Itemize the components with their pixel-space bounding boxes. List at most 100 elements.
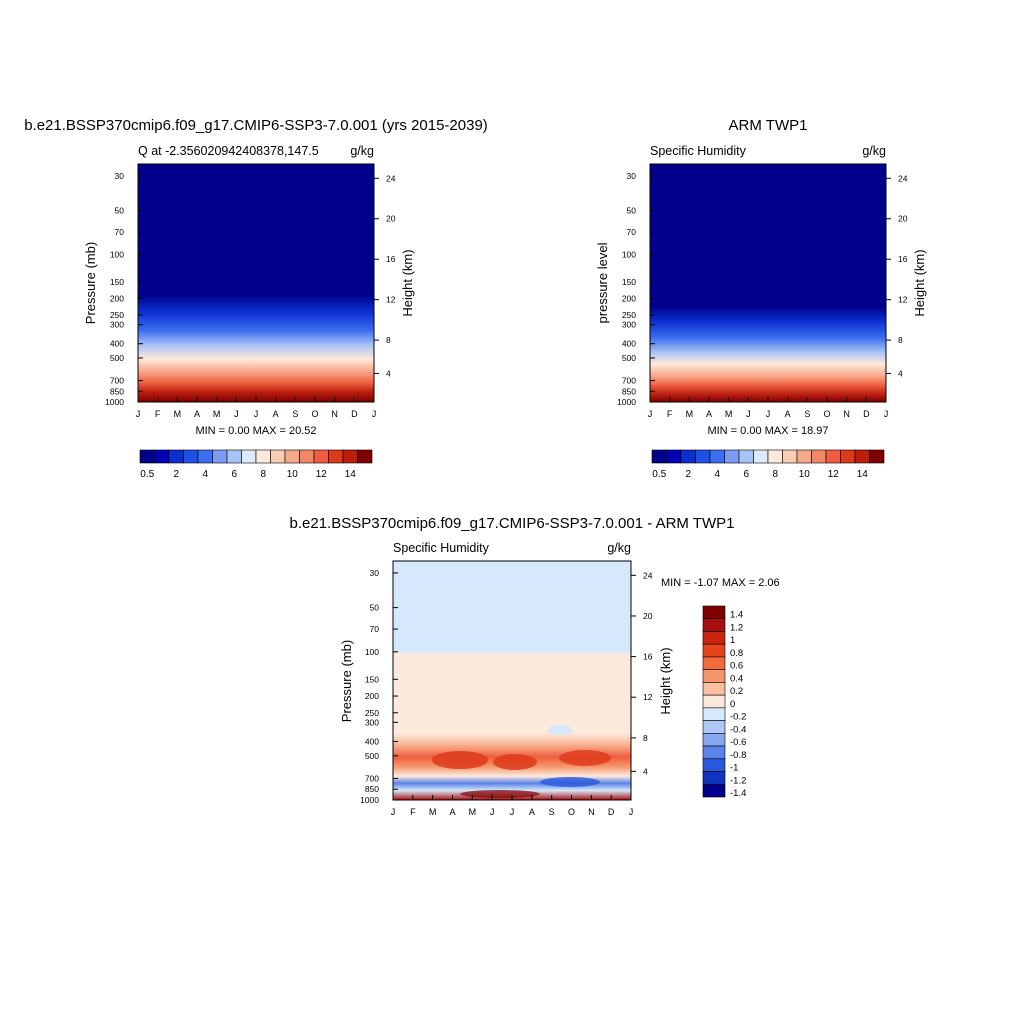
colorbar-swatch bbox=[702, 707, 726, 721]
y-right-tick-label: 12 bbox=[643, 692, 653, 702]
y-right-tick-label: 12 bbox=[898, 295, 908, 305]
colorbar-label: 2 bbox=[685, 469, 691, 480]
x-tick-label: M bbox=[725, 409, 733, 419]
colorbar-swatch bbox=[183, 449, 199, 464]
colorbar-swatch bbox=[702, 669, 726, 683]
y-tick-label: 1000 bbox=[105, 397, 124, 407]
x-tick-label: S bbox=[549, 807, 555, 817]
colorbar-swatch bbox=[825, 449, 841, 464]
x-tick-label: J bbox=[372, 409, 377, 419]
x-tick-label: O bbox=[568, 807, 575, 817]
y-tick-label: 250 bbox=[110, 310, 124, 320]
colorbar-label: 6 bbox=[743, 469, 749, 480]
y-tick-label: 70 bbox=[115, 227, 125, 237]
x-tick-label: A bbox=[706, 409, 712, 419]
colorbar-swatch bbox=[702, 643, 726, 658]
y-tick-label: 1000 bbox=[360, 795, 379, 805]
y-tick-label: 100 bbox=[365, 647, 379, 657]
panel-obs-y-ticks-right: 24 20 16 12 8 4 bbox=[886, 173, 908, 378]
x-tick-label: A bbox=[529, 807, 535, 817]
y-right-tick-label: 16 bbox=[643, 652, 653, 662]
y-tick-label: 150 bbox=[365, 674, 379, 684]
colorbar-swatch bbox=[197, 449, 213, 464]
y-right-tick-label: 16 bbox=[898, 254, 908, 264]
diff-anomaly-blob bbox=[493, 754, 537, 770]
y-right-tick-label: 24 bbox=[386, 173, 396, 183]
diff-anomaly-blob bbox=[559, 750, 611, 766]
colorbar-label: 1 bbox=[730, 635, 735, 646]
colorbar-label: 12 bbox=[828, 469, 840, 480]
colorbar-swatch bbox=[702, 758, 726, 772]
x-tick-label: S bbox=[292, 409, 298, 419]
panel-model-title: b.e21.BSSP370cmip6.f09_g17.CMIP6-SSP3-7.… bbox=[24, 117, 488, 134]
y-tick-label: 70 bbox=[627, 227, 637, 237]
colorbar-swatch bbox=[695, 449, 711, 464]
y-tick-label: 300 bbox=[622, 320, 636, 330]
y-tick-label: 50 bbox=[627, 205, 637, 215]
colorbar-swatch bbox=[139, 449, 155, 464]
panel-model-stats: MIN = 0.00 MAX = 20.52 bbox=[195, 425, 316, 437]
x-tick-label: O bbox=[823, 409, 830, 419]
x-tick-label: M bbox=[213, 409, 221, 419]
y-tick-label: 70 bbox=[370, 624, 380, 634]
colorbar-label: 6 bbox=[231, 469, 237, 480]
colorbar-label: -0.6 bbox=[730, 737, 746, 748]
colorbar-label: 0.2 bbox=[730, 686, 743, 697]
panel-diff-colorbar: 1.41.210.80.60.40.20-0.2-0.4-0.6-0.8-1-1… bbox=[702, 605, 746, 799]
colorbar-swatch bbox=[680, 449, 696, 464]
panel-model-subtitle-left: Q at -2.356020942408378,147.5 bbox=[138, 144, 319, 158]
colorbar-swatch bbox=[651, 449, 667, 464]
panel-model-colorbar: 0.5 2 4 6 8 10 12 14 bbox=[139, 449, 373, 480]
y-tick-label: 250 bbox=[622, 310, 636, 320]
colorbar-swatch bbox=[767, 449, 783, 464]
panel-obs-ylabel: pressure level bbox=[595, 242, 610, 323]
colorbar-swatch bbox=[702, 733, 726, 747]
y-right-tick-label: 4 bbox=[643, 766, 648, 776]
x-tick-label: F bbox=[667, 409, 673, 419]
y-tick-label: 400 bbox=[622, 339, 636, 349]
y-right-tick-label: 20 bbox=[386, 214, 396, 224]
colorbar-label: 8 bbox=[260, 469, 266, 480]
x-tick-label: A bbox=[785, 409, 791, 419]
y-tick-label: 300 bbox=[365, 717, 379, 727]
colorbar-label: 14 bbox=[345, 469, 357, 480]
x-tick-label: D bbox=[351, 409, 358, 419]
panel-obs-colorbar: 0.5 2 4 6 8 10 12 14 bbox=[651, 449, 885, 480]
x-tick-label: M bbox=[174, 409, 182, 419]
colorbar-swatch bbox=[342, 449, 358, 464]
panel-model-ylabel-right: Height (km) bbox=[400, 249, 415, 316]
colorbar-label: 10 bbox=[287, 469, 299, 480]
x-tick-label: D bbox=[863, 409, 870, 419]
panel-diff-ylabel: Pressure (mb) bbox=[339, 640, 354, 722]
panel-obs-subtitle-left: Specific Humidity bbox=[650, 144, 747, 158]
y-tick-label: 500 bbox=[365, 751, 379, 761]
colorbar-label: 10 bbox=[799, 469, 811, 480]
colorbar-label: 1.2 bbox=[730, 622, 743, 633]
colorbar-swatch bbox=[255, 449, 271, 464]
y-tick-label: 500 bbox=[622, 353, 636, 363]
panel-diff: b.e21.BSSP370cmip6.f09_g17.CMIP6-SSP3-7.… bbox=[290, 515, 780, 817]
colorbar-swatch bbox=[702, 720, 726, 734]
panel-diff-subtitle-left: Specific Humidity bbox=[393, 541, 490, 555]
x-tick-label: J bbox=[648, 409, 653, 419]
colorbar-label: 0.6 bbox=[730, 661, 743, 672]
colorbar-swatch bbox=[840, 449, 856, 464]
colorbar-swatch bbox=[738, 449, 754, 464]
y-tick-label: 150 bbox=[622, 277, 636, 287]
diff-anomaly-blob bbox=[460, 790, 540, 798]
x-tick-label: J bbox=[629, 807, 634, 817]
colorbar-swatch bbox=[709, 449, 725, 464]
colorbar-label: 0 bbox=[730, 699, 735, 710]
y-right-tick-label: 16 bbox=[386, 254, 396, 264]
x-tick-label: N bbox=[843, 409, 850, 419]
x-tick-label: J bbox=[254, 409, 259, 419]
y-right-tick-label: 4 bbox=[386, 368, 391, 378]
colorbar-label: -0.4 bbox=[730, 724, 746, 735]
x-tick-label: J bbox=[746, 409, 751, 419]
y-tick-label: 700 bbox=[110, 376, 124, 386]
panel-diff-stats: MIN = -1.07 MAX = 2.06 bbox=[661, 577, 780, 589]
y-tick-label: 1000 bbox=[617, 397, 636, 407]
